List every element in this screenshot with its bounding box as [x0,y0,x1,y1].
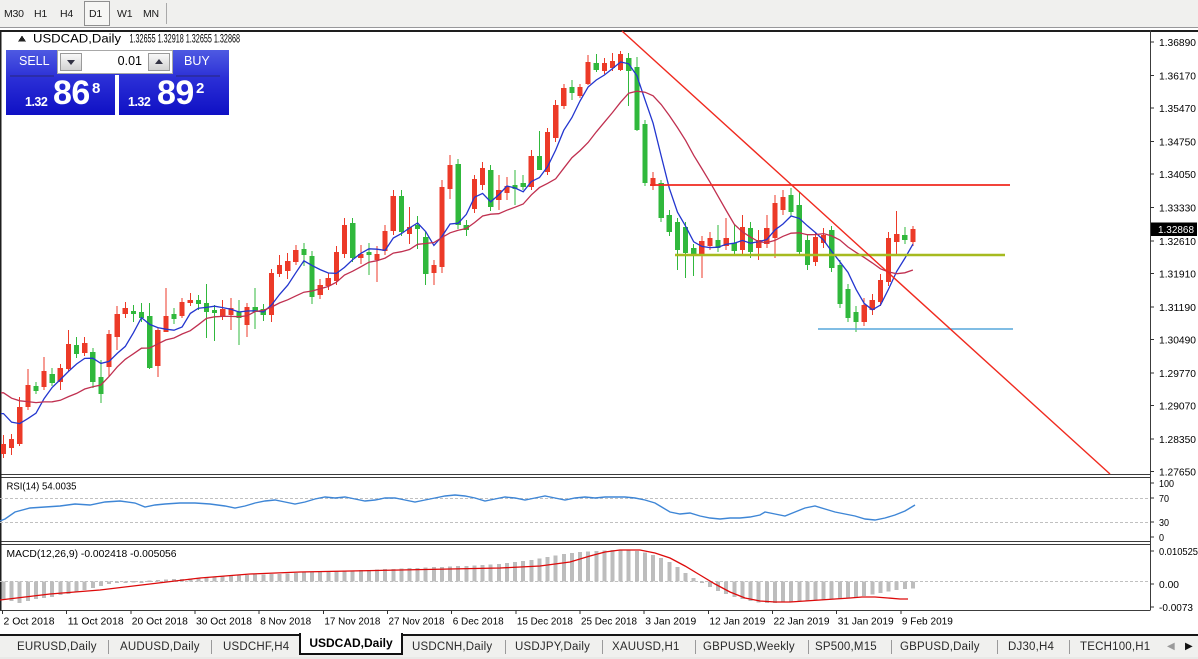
svg-text:1.32868: 1.32868 [1158,224,1194,236]
svg-text:1.32655 1.32918 1.32655 1.3286: 1.32655 1.32918 1.32655 1.32868 [130,34,241,46]
svg-text:0: 0 [1159,532,1164,544]
svg-text:100: 100 [1159,478,1174,490]
svg-text:0.00: 0.00 [1159,579,1179,591]
svg-text:1.32610: 1.32610 [1159,236,1196,248]
svg-text:1.30490: 1.30490 [1159,335,1196,347]
svg-text:RSI(14) 54.0035: RSI(14) 54.0035 [7,481,77,493]
svg-text:1.27650: 1.27650 [1159,467,1196,479]
svg-text:1.35470: 1.35470 [1159,103,1196,115]
svg-text:1.31910: 1.31910 [1159,269,1196,281]
svg-text:1.34750: 1.34750 [1159,137,1196,149]
svg-text:8 Nov 2018: 8 Nov 2018 [260,616,311,628]
svg-text:20 Oct 2018: 20 Oct 2018 [132,616,188,628]
svg-text:30: 30 [1159,517,1169,529]
svg-text:17 Nov 2018: 17 Nov 2018 [324,616,380,628]
svg-text:USDCAD,Daily: USDCAD,Daily [33,34,121,46]
svg-text:25 Dec 2018: 25 Dec 2018 [581,616,637,628]
svg-text:MACD(12,26,9) -0.002418 -0.005: MACD(12,26,9) -0.002418 -0.005056 [7,548,177,560]
svg-text:30 Oct 2018: 30 Oct 2018 [196,616,252,628]
svg-text:11 Oct 2018: 11 Oct 2018 [68,616,124,628]
svg-text:1.29770: 1.29770 [1159,368,1196,380]
svg-text:15 Dec 2018: 15 Dec 2018 [517,616,573,628]
svg-text:12 Jan 2019: 12 Jan 2019 [709,616,765,628]
svg-text:1.36890: 1.36890 [1159,37,1196,49]
svg-text:70: 70 [1159,493,1169,505]
svg-text:-0.0073: -0.0073 [1159,602,1193,614]
svg-text:1.36170: 1.36170 [1159,71,1196,83]
svg-text:6 Dec 2018: 6 Dec 2018 [453,616,504,628]
svg-text:27 Nov 2018: 27 Nov 2018 [389,616,445,628]
svg-text:1.34050: 1.34050 [1159,169,1196,181]
svg-text:22 Jan 2019: 22 Jan 2019 [774,616,830,628]
svg-text:1.29070: 1.29070 [1159,401,1196,413]
svg-text:9 Feb 2019: 9 Feb 2019 [902,616,953,628]
svg-text:1.31190: 1.31190 [1159,302,1196,314]
svg-text:31 Jan 2019: 31 Jan 2019 [838,616,894,628]
svg-text:3 Jan 2019: 3 Jan 2019 [645,616,696,628]
svg-text:1.33330: 1.33330 [1159,203,1196,215]
svg-text:0.010525: 0.010525 [1159,546,1198,558]
svg-text:1.28350: 1.28350 [1159,434,1196,446]
svg-text:2 Oct 2018: 2 Oct 2018 [4,616,55,628]
